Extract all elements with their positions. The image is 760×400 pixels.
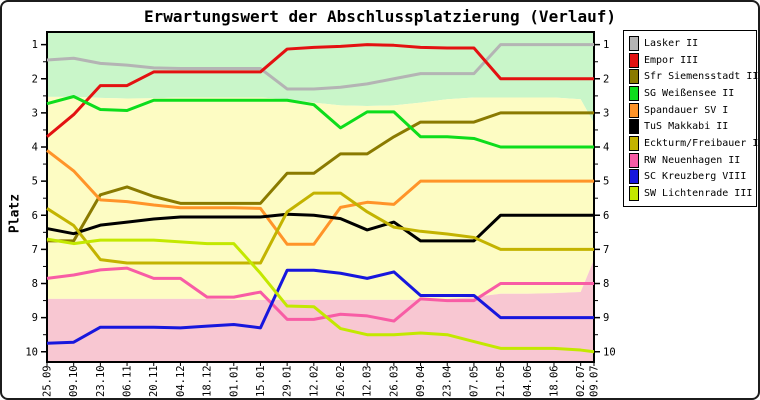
legend-color-swatch <box>629 152 639 168</box>
legend-box: Lasker II Empor III Sfr Siemensstadt II SG … <box>623 30 759 207</box>
legend-color-swatch <box>629 185 639 201</box>
legend-item: SG Weißensee II <box>629 86 756 101</box>
series-line-sw-lichtenrade-iii <box>46 237 595 354</box>
y-tick-label-left: 10 <box>25 346 38 358</box>
series-line-lasker-ii <box>46 43 594 91</box>
neutral-zone <box>47 96 594 300</box>
y-tick-label-left: 2 <box>32 73 38 85</box>
y-tick-label-left: 6 <box>32 210 38 222</box>
x-tick-label: 18.12 <box>202 365 214 397</box>
x-tick-label: 09.07 <box>589 365 601 397</box>
plot-frame <box>46 31 595 363</box>
legend-label: Sfr Siemensstadt II <box>644 71 759 83</box>
y-tick-label-left: 8 <box>32 278 38 290</box>
x-tick-label: 12.03 <box>362 365 374 397</box>
x-tick-label: 02.07 <box>575 365 587 397</box>
x-tick-label: 26.03 <box>388 365 400 397</box>
x-tick-label: 26.02 <box>335 365 347 397</box>
x-tick-label: 01.01 <box>228 365 240 397</box>
y-tick-label-left: 3 <box>32 107 38 119</box>
legend-label: SC Kreuzberg VIII <box>644 171 747 183</box>
y-tick-label-left: 5 <box>32 176 38 188</box>
legend-color-swatch <box>629 102 639 118</box>
legend-label: TuS Makkabi II <box>644 121 729 133</box>
x-tick-label: 29.01 <box>282 365 294 397</box>
series-line-eckturm-freibauer-i <box>46 191 594 265</box>
legend-item: RW Neuenhagen II <box>629 152 756 168</box>
legend-label: Spandauer SV I <box>644 104 729 116</box>
x-tick-label: 21.05 <box>495 365 507 397</box>
legend-label: Lasker II <box>644 38 699 50</box>
series-line-tus-makkabi-ii <box>46 212 594 243</box>
x-tick-label: 23.04 <box>442 365 454 397</box>
legend-item: Eckturm/Freibauer I <box>629 135 759 151</box>
y-tick-label-right: 3 <box>603 107 609 119</box>
legend-color-swatch <box>629 86 639 101</box>
y-tick-label-right: 7 <box>603 244 609 256</box>
legend-label: SG Weißensee II <box>644 88 735 99</box>
legend-color-swatch <box>629 169 639 185</box>
series-line-sfr-siemensstadt-ii <box>47 111 594 243</box>
chart-title: Erwartungswert der Abschlussplatzierung … <box>143 7 616 26</box>
x-tick-label: 04.12 <box>175 365 187 397</box>
x-tick-label: 07.05 <box>468 365 480 397</box>
y-tick-label-left: 1 <box>32 39 38 51</box>
x-tick-label: 06.11 <box>122 365 134 397</box>
y-tick-label-right: 9 <box>603 312 609 324</box>
legend-color-swatch <box>629 119 639 135</box>
legend-label: SW Lichtenrade III <box>644 187 753 199</box>
y-tick-label-left: 7 <box>32 244 38 256</box>
x-tick-label: 25.09 <box>42 365 54 397</box>
y-tick-label-right: 2 <box>603 73 609 85</box>
y-tick-label-right: 6 <box>603 210 609 222</box>
x-tick-label: 23.10 <box>95 365 107 397</box>
promotion-zone <box>47 32 594 124</box>
legend-color-swatch <box>629 36 639 52</box>
y-tick-label-left: 4 <box>32 142 38 154</box>
legend-label: Empor III <box>644 54 699 66</box>
legend-color-swatch <box>629 69 639 85</box>
legend-color-swatch <box>629 135 639 151</box>
series-line-sg-wei-ensee-ii <box>46 94 594 149</box>
legend-item: Empor III <box>629 52 756 68</box>
legend-label: Eckturm/Freibauer I <box>644 137 759 149</box>
y-tick-label-left: 9 <box>32 312 38 324</box>
legend-label: RW Neuenhagen II <box>644 154 741 166</box>
x-tick-label: 15.01 <box>255 365 267 397</box>
series-line-empor-iii <box>46 43 594 138</box>
legend-item: Lasker II <box>629 36 756 52</box>
y-tick-label-right: 8 <box>603 278 609 290</box>
y-tick-label-right: 4 <box>603 142 609 154</box>
y-tick-label-right: 1 <box>603 39 609 51</box>
legend-item: Sfr Siemensstadt II <box>629 69 759 85</box>
legend-item: TuS Makkabi II <box>629 119 756 135</box>
y-tick-label-right: 10 <box>603 346 616 358</box>
x-tick-label: 04.06 <box>522 365 534 397</box>
y-tick-label-right: 5 <box>603 176 609 188</box>
legend-item: Spandauer SV I <box>629 102 756 118</box>
series-line-spandauer-sv-i <box>46 149 594 246</box>
legend-color-swatch <box>629 52 639 68</box>
x-tick-label: 18.06 <box>548 365 560 397</box>
x-tick-label: 20.11 <box>148 365 160 397</box>
x-tick-label: 12.02 <box>308 365 320 397</box>
legend-item: SC Kreuzberg VIII <box>629 169 756 185</box>
x-tick-label: 09.10 <box>68 365 80 397</box>
series-line-sc-kreuzberg-viii <box>46 268 594 345</box>
legend-item: SW Lichtenrade III <box>629 185 756 201</box>
x-tick-label: 09.04 <box>415 365 427 397</box>
